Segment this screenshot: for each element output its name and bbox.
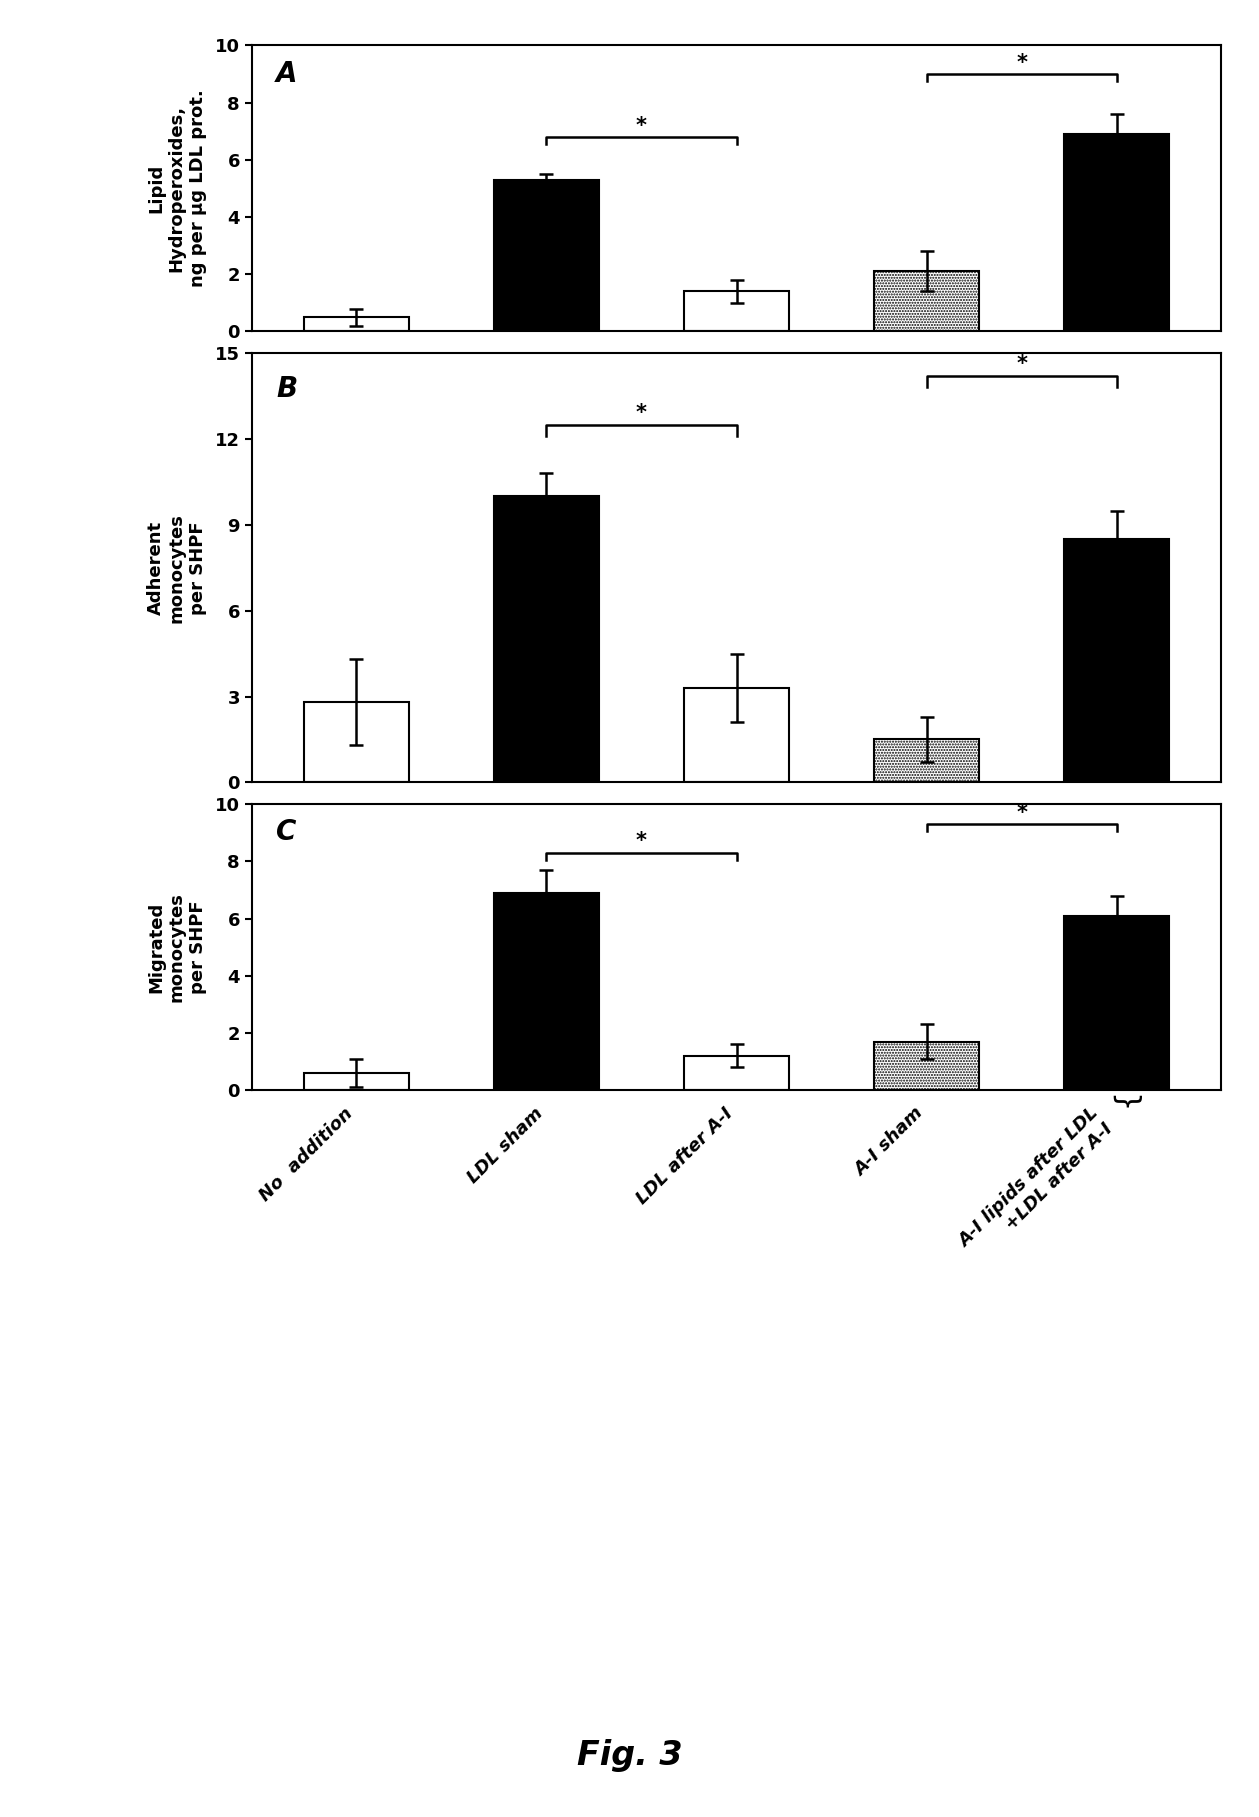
Bar xyxy=(305,1074,409,1090)
Bar xyxy=(874,740,980,783)
Text: LDL after A-I: LDL after A-I xyxy=(633,1105,737,1208)
Text: No  addition: No addition xyxy=(256,1105,356,1205)
Bar xyxy=(684,1056,789,1090)
Bar xyxy=(684,689,789,783)
Bar xyxy=(305,318,409,331)
Text: A: A xyxy=(276,60,297,87)
Text: *: * xyxy=(1016,53,1027,73)
Text: Fig. 3: Fig. 3 xyxy=(577,1739,682,1772)
Text: C: C xyxy=(276,818,296,847)
Text: *: * xyxy=(1016,803,1027,823)
Y-axis label: Lipid
Hydroperoxides,
ng per μg LDL prot.: Lipid Hydroperoxides, ng per μg LDL prot… xyxy=(147,89,206,287)
Bar xyxy=(684,291,789,331)
Text: LDL sham: LDL sham xyxy=(463,1105,546,1187)
Y-axis label: Adherent
monocytes
per SHPF: Adherent monocytes per SHPF xyxy=(147,512,206,623)
Bar xyxy=(874,271,980,331)
Bar xyxy=(494,892,599,1090)
Bar xyxy=(1064,916,1168,1090)
Bar xyxy=(1064,134,1168,331)
Text: *: * xyxy=(636,116,647,136)
Text: }: } xyxy=(1108,1094,1137,1114)
Text: B: B xyxy=(276,374,297,403)
Text: *: * xyxy=(636,403,647,423)
Bar xyxy=(494,496,599,783)
Bar xyxy=(874,1041,980,1090)
Text: *: * xyxy=(1016,354,1027,374)
Bar xyxy=(494,180,599,331)
Text: *: * xyxy=(636,832,647,852)
Text: A-I sham: A-I sham xyxy=(851,1105,927,1181)
Bar xyxy=(305,701,409,783)
Y-axis label: Migrated
monocytes
per SHPF: Migrated monocytes per SHPF xyxy=(147,892,206,1003)
Bar xyxy=(1064,540,1168,783)
Text: A-I lipids after LDL
+LDL after A-I: A-I lipids after LDL +LDL after A-I xyxy=(956,1105,1117,1266)
